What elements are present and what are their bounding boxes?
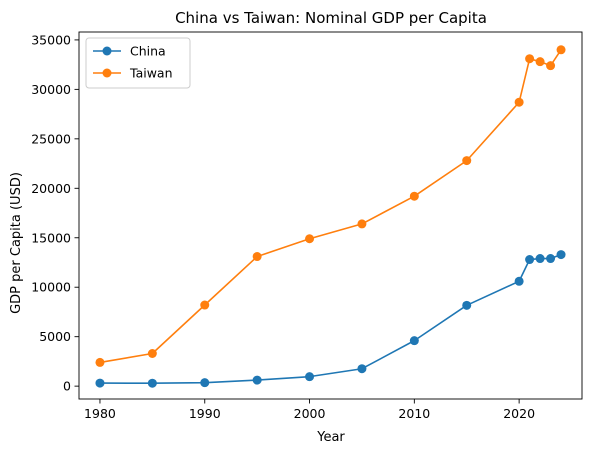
data-point-taiwan [357,219,367,229]
legend-label: Taiwan [129,66,173,81]
y-tick-label: 20000 [31,181,71,196]
data-point-taiwan [514,97,524,107]
y-tick-label: 25000 [31,131,71,146]
data-point-china [95,378,105,388]
data-point-taiwan [252,252,262,262]
data-point-taiwan [200,300,210,310]
legend-item-china: China [93,44,166,59]
data-point-china [546,254,556,264]
x-tick-label: 2000 [294,406,326,421]
series-line-china [99,253,562,385]
data-point-china [305,372,315,382]
series-taiwan [95,45,566,367]
data-point-taiwan [556,45,566,55]
y-tick-label: 0 [63,379,71,394]
data-point-china [147,378,157,388]
data-point-taiwan [546,61,556,71]
data-point-taiwan [462,156,472,166]
data-point-taiwan [525,54,535,64]
data-point-taiwan [535,57,545,67]
y-tick-label: 35000 [31,32,71,47]
legend-item-taiwan: Taiwan [93,66,173,81]
legend-marker [102,68,112,78]
data-point-china [357,364,367,374]
y-tick-label: 10000 [31,280,71,295]
data-point-china [556,250,566,260]
data-point-china [514,276,524,286]
data-point-china [252,375,262,385]
plot-frame [78,31,583,400]
legend: China Taiwan [85,37,191,89]
y-tick-label: 15000 [31,230,71,245]
x-tick-label: 1980 [84,406,116,421]
y-axis: 0 5000 10000 15000 20000 25000 30000 35000 [31,32,79,394]
data-point-taiwan [305,234,315,244]
data-point-china [462,300,472,310]
y-tick-label: 5000 [39,329,71,344]
x-tick-label: 2020 [503,406,535,421]
legend-label: China [130,44,166,59]
x-axis: 1980 1990 2000 2010 2020 [84,399,535,421]
plot-area [78,31,583,400]
series-layer [95,45,566,388]
x-tick-label: 2010 [398,406,430,421]
data-point-taiwan [409,191,419,201]
x-tick-label: 1990 [189,406,221,421]
x-axis-label: Year [316,430,345,445]
y-tick-label: 30000 [31,82,71,97]
y-axis-label: GDP per Capita (USD) [9,172,24,314]
data-point-china [409,336,419,346]
series-line-taiwan [99,49,562,364]
data-point-taiwan [147,348,157,358]
data-point-china [535,254,545,264]
series-china [95,250,566,388]
data-point-china [525,255,535,265]
legend-marker [102,46,112,56]
data-point-taiwan [95,357,105,367]
chart-title: China vs Taiwan: Nominal GDP per Capita [175,9,487,27]
data-point-china [200,378,210,388]
